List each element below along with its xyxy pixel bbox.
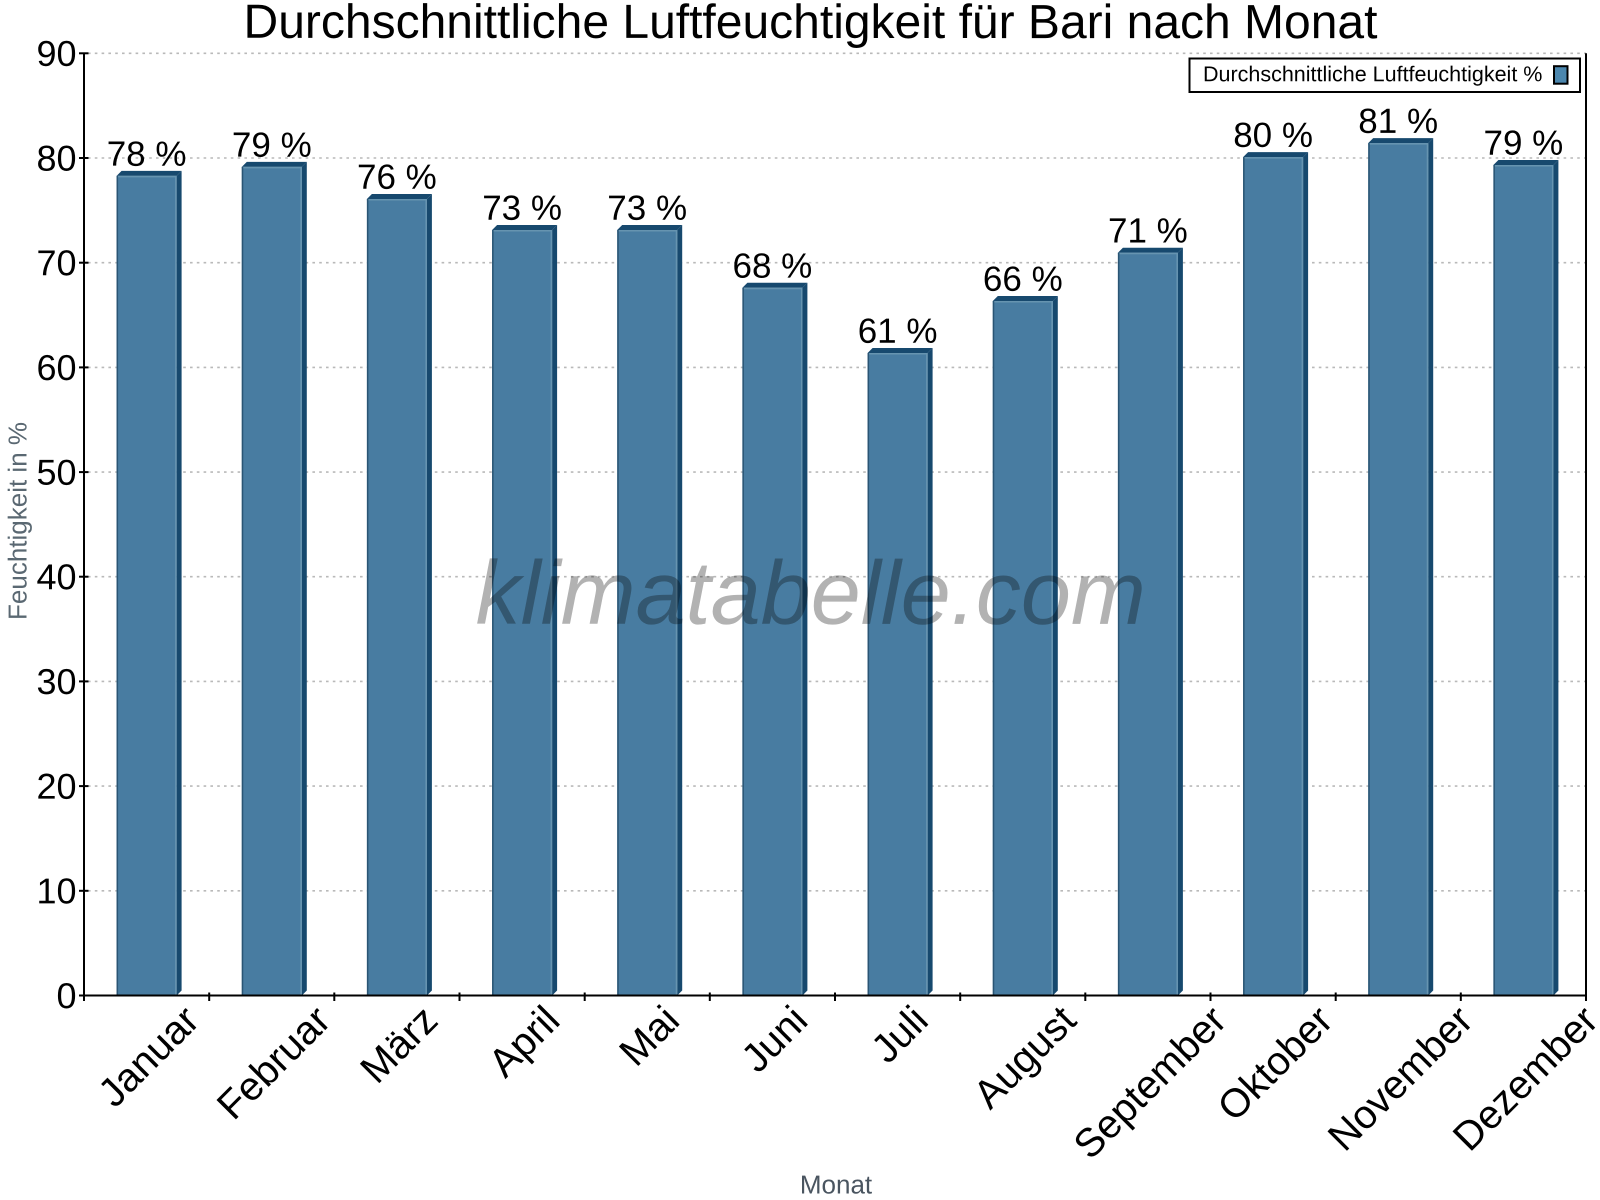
svg-text:79 %: 79 % — [1484, 124, 1564, 163]
svg-text:66 %: 66 % — [983, 260, 1063, 299]
svg-text:61 %: 61 % — [858, 312, 938, 351]
svg-text:81 %: 81 % — [1358, 102, 1438, 141]
svg-text:30: 30 — [36, 661, 76, 702]
svg-text:73 %: 73 % — [482, 189, 562, 228]
svg-text:Feuchtigkeit in %: Feuchtigkeit in % — [3, 422, 33, 620]
svg-text:50: 50 — [36, 452, 76, 493]
svg-text:80 %: 80 % — [1233, 116, 1313, 155]
svg-text:90: 90 — [36, 33, 76, 74]
svg-text:76 %: 76 % — [357, 158, 437, 197]
svg-text:10: 10 — [36, 870, 76, 911]
svg-text:80: 80 — [36, 138, 76, 179]
svg-text:71 %: 71 % — [1108, 211, 1188, 250]
svg-text:40: 40 — [36, 556, 76, 597]
svg-text:60: 60 — [36, 347, 76, 388]
svg-text:klimatabelle.com: klimatabelle.com — [476, 544, 1146, 644]
svg-text:68 %: 68 % — [733, 247, 813, 286]
svg-text:Durchschnittliche Luftfeuchtig: Durchschnittliche Luftfeuchtigkeit % — [1203, 62, 1542, 86]
svg-text:Durchschnittliche Luftfeuchtig: Durchschnittliche Luftfeuchtigkeit für B… — [244, 0, 1378, 49]
svg-text:Monat: Monat — [800, 1169, 873, 1199]
svg-text:0: 0 — [56, 975, 76, 1016]
svg-text:78 %: 78 % — [107, 135, 187, 174]
svg-text:73 %: 73 % — [607, 189, 687, 228]
svg-text:70: 70 — [36, 242, 76, 283]
svg-text:20: 20 — [36, 766, 76, 807]
svg-text:79 %: 79 % — [232, 126, 312, 165]
